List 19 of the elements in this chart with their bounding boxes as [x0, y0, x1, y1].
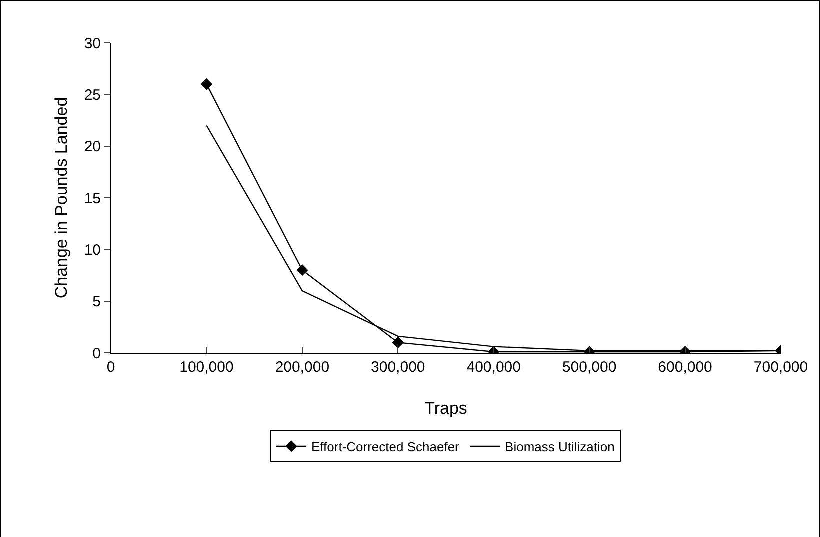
legend-label: Biomass Utilization	[505, 440, 615, 455]
y-tick-label: 20	[84, 138, 101, 156]
legend-label: Effort-Corrected Schaefer	[312, 440, 460, 455]
x-tick-label: 600,000	[658, 359, 712, 376]
x-tick-label: 500,000	[562, 359, 617, 376]
x-tick-label: 400,000	[466, 359, 521, 376]
x-tick-label: 300,000	[371, 359, 426, 376]
y-tick-label: 10	[84, 242, 101, 259]
x-axis-title: Traps	[424, 399, 468, 418]
x-tick-label: 100,000	[180, 359, 234, 376]
y-tick-label: 15	[84, 190, 101, 208]
y-tick-label: 5	[92, 294, 101, 311]
x-tick-label: 0	[106, 359, 116, 376]
y-tick-label: 0	[92, 345, 101, 362]
x-tick-label: 200,000	[275, 359, 330, 376]
x-tick-label: 700,000	[754, 359, 808, 376]
y-tick-label: 30	[84, 35, 101, 52]
y-tick-label: 25	[84, 86, 101, 104]
y-axis-title: Change in Pounds Landed	[52, 97, 71, 299]
